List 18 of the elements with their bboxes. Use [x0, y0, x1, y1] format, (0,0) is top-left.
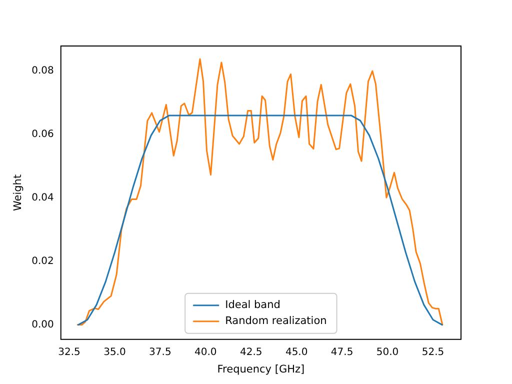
x-tick-label: 52.5 — [422, 346, 444, 358]
x-tick-label: 47.5 — [330, 346, 354, 358]
x-tick-label: 42.5 — [240, 346, 262, 358]
x-axis-title: Frequency [GHz] — [217, 363, 305, 376]
y-tick-label: 0.08 — [32, 66, 54, 77]
y-tick-label: 0.04 — [32, 192, 54, 204]
y-tick-label: 0.06 — [32, 129, 54, 140]
y-axis-title: Weight — [12, 174, 24, 211]
legend-label: Ideal band — [225, 299, 280, 312]
legend-label: Random realization — [225, 315, 327, 328]
x-tick-label: 50.0 — [376, 346, 399, 358]
y-tick-label: 0.02 — [32, 256, 54, 267]
x-tick-label: 32.5 — [58, 346, 80, 358]
x-tick-label: 35.0 — [104, 346, 126, 358]
x-tick-label: 45.0 — [285, 346, 308, 358]
x-tick-label: 37.5 — [149, 346, 172, 358]
y-tick-label: 0.00 — [32, 319, 54, 330]
x-tick-label: 40.0 — [194, 346, 217, 358]
